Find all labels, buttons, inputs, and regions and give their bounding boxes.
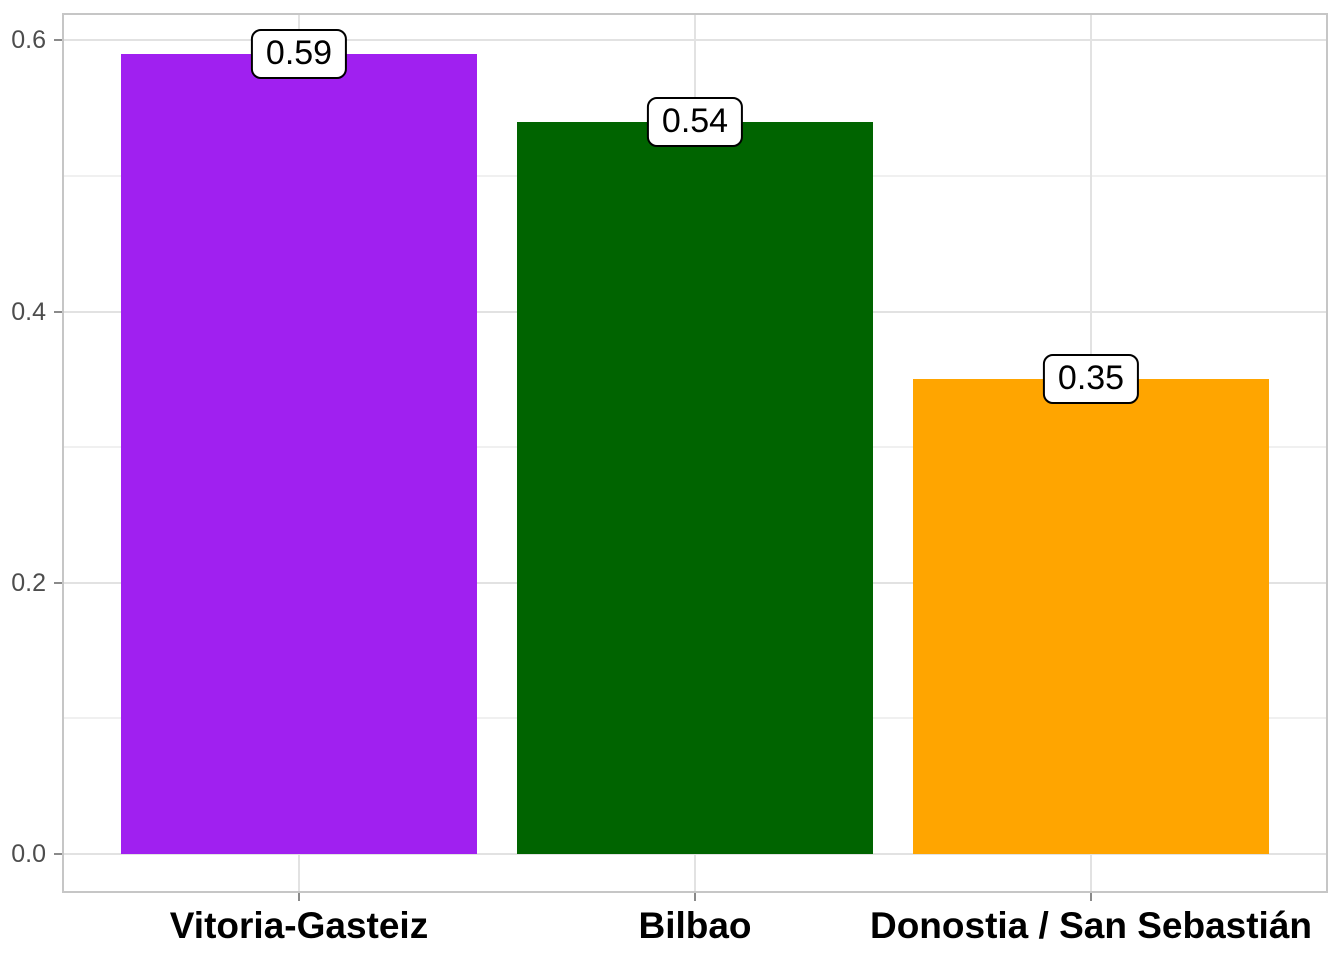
value-labels: 0.59 0.54 0.35 <box>64 15 1326 891</box>
value-label: 0.54 <box>646 96 744 147</box>
plot-panel: 0.59 0.54 0.35 <box>62 13 1328 893</box>
y-tick-mark <box>54 853 62 855</box>
bar-1 <box>517 121 873 854</box>
value-label: 0.59 <box>250 28 348 79</box>
y-tick-label: 0.2 <box>11 568 46 597</box>
x-category-label: Bilbao <box>638 905 752 946</box>
y-tick-label: 0.4 <box>11 297 46 326</box>
bar-2 <box>913 379 1269 854</box>
y-tick-mark <box>54 310 62 313</box>
x-category-label: Donostia / San Sebastián <box>869 905 1313 946</box>
bars <box>64 15 1326 891</box>
bar-0 <box>121 53 477 854</box>
value-label: 0.35 <box>1042 354 1140 405</box>
x-category-label: Vitoria-Gasteiz <box>169 905 429 946</box>
x-tick-mark <box>1090 893 1092 901</box>
y-tick-mark <box>54 39 62 42</box>
y-tick-label: 0.6 <box>11 26 46 55</box>
x-tick-mark <box>694 893 696 901</box>
y-tick-mark <box>54 581 62 584</box>
x-tick-mark <box>298 893 300 901</box>
y-tick-label: 0.0 <box>11 840 46 868</box>
